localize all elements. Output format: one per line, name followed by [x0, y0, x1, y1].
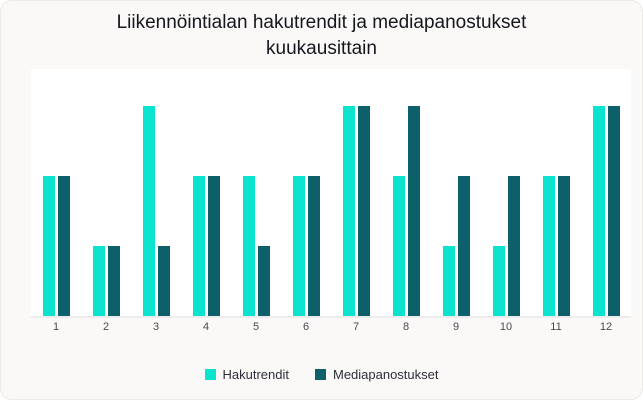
bar-hakutrendit-6[interactable]	[292, 176, 305, 316]
chart-title: Liikennöintialan hakutrendit ja mediapan…	[116, 12, 527, 59]
x-axis-label-7: 7	[352, 321, 360, 333]
bar-mediapanostukset-11[interactable]	[557, 176, 570, 316]
bar-group-5	[231, 69, 281, 316]
x-axis-label-12: 12	[599, 321, 613, 333]
bar-group-11	[531, 69, 581, 316]
bar-mediapanostukset-5[interactable]	[257, 246, 270, 316]
bar-hakutrendit-12[interactable]	[592, 106, 605, 316]
legend-swatch-hakutrendit-icon	[204, 369, 216, 380]
x-axis-label-5: 5	[252, 321, 260, 333]
x-axis: 1 2 3 4 5 6 7 8 9 10 11 12	[31, 321, 631, 333]
x-axis-label-4: 4	[202, 321, 210, 333]
bar-hakutrendit-8[interactable]	[392, 176, 405, 316]
x-axis-label-8: 8	[402, 321, 410, 333]
plot-area	[31, 69, 631, 318]
legend-item-mediapanostukset[interactable]: Mediapanostukset	[314, 367, 439, 382]
bar-group-8	[381, 69, 431, 316]
legend-label-hakutrendit: Hakutrendit	[222, 367, 289, 382]
bar-mediapanostukset-2[interactable]	[107, 246, 120, 316]
x-axis-label-1: 1	[52, 321, 60, 333]
bar-group-3	[131, 69, 181, 316]
bar-hakutrendit-5[interactable]	[242, 176, 255, 316]
legend-swatch-mediapanostukset-icon	[314, 369, 326, 380]
x-axis-label-11: 11	[550, 321, 562, 333]
bar-group-9	[431, 69, 481, 316]
bars-row	[31, 69, 631, 316]
x-axis-label-10: 10	[499, 321, 513, 333]
bar-group-7	[331, 69, 381, 316]
bar-mediapanostukset-8[interactable]	[407, 106, 420, 316]
x-axis-label-9: 9	[452, 321, 460, 333]
bar-hakutrendit-1[interactable]	[42, 176, 55, 316]
bar-mediapanostukset-12[interactable]	[607, 106, 620, 316]
bar-mediapanostukset-7[interactable]	[357, 106, 370, 316]
bar-hakutrendit-4[interactable]	[192, 176, 205, 316]
bar-group-4	[181, 69, 231, 316]
bar-hakutrendit-7[interactable]	[342, 106, 355, 316]
bar-mediapanostukset-3[interactable]	[157, 246, 170, 316]
bar-group-6	[281, 69, 331, 316]
legend-item-hakutrendit[interactable]: Hakutrendit	[204, 367, 289, 382]
bar-mediapanostukset-6[interactable]	[307, 176, 320, 316]
bar-group-1	[31, 69, 81, 316]
bar-hakutrendit-9[interactable]	[442, 246, 455, 316]
bar-hakutrendit-3[interactable]	[142, 106, 155, 316]
legend-label-mediapanostukset: Mediapanostukset	[332, 367, 439, 382]
x-axis-label-2: 2	[102, 321, 110, 333]
bar-mediapanostukset-4[interactable]	[207, 176, 220, 316]
bar-hakutrendit-2[interactable]	[92, 246, 105, 316]
bar-mediapanostukset-10[interactable]	[507, 176, 520, 316]
x-axis-label-3: 3	[152, 321, 160, 333]
bar-mediapanostukset-9[interactable]	[457, 176, 470, 316]
bar-mediapanostukset-1[interactable]	[57, 176, 70, 316]
bar-group-2	[81, 69, 131, 316]
bar-group-12	[581, 69, 631, 316]
x-axis-label-6: 6	[302, 321, 310, 333]
bar-hakutrendit-10[interactable]	[492, 246, 505, 316]
bar-group-10	[481, 69, 531, 316]
bar-hakutrendit-11[interactable]	[542, 176, 555, 316]
chart-legend: Hakutrendit Mediapanostukset	[1, 367, 642, 382]
